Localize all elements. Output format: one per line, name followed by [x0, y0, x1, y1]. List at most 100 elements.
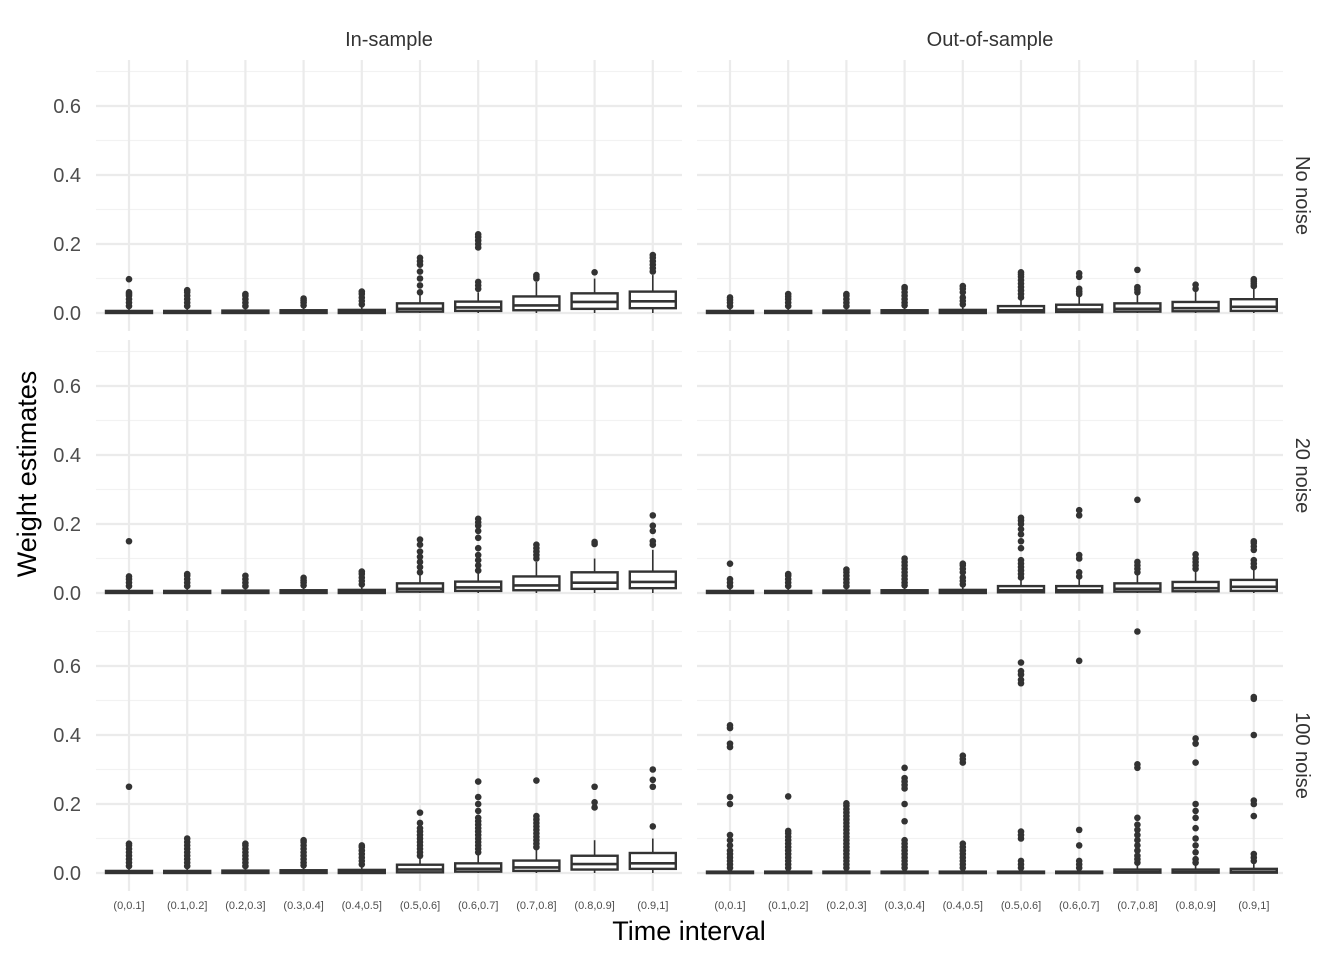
x-tick-label: (0.7,0.8] — [516, 900, 556, 912]
outlier-point — [474, 551, 482, 559]
outlier-point — [416, 548, 424, 555]
outlier-point — [242, 840, 249, 847]
iqr-box — [570, 854, 619, 871]
outlier-point — [474, 527, 482, 535]
box-(0.8,0.9] — [1171, 281, 1220, 313]
outlier-point — [784, 793, 792, 800]
box-(0.5,0.6] — [395, 254, 445, 313]
outlier-point — [726, 831, 734, 839]
box-(0.8,0.9] — [570, 268, 619, 313]
outlier-point — [959, 752, 967, 759]
outlier-point — [649, 251, 657, 259]
outlier-point — [416, 563, 424, 571]
outlier-point — [1250, 275, 1258, 283]
outlier-point — [533, 541, 540, 548]
outlier-point — [1134, 842, 1141, 849]
x-tick-label: (0.6,0.7] — [1059, 900, 1099, 912]
row-facet-label: No noise — [1291, 156, 1313, 235]
box-(0.5,0.6] — [395, 536, 445, 593]
outlier-point — [959, 294, 967, 301]
outlier-point — [726, 740, 734, 747]
x-tick-label: (0.3,0.4] — [283, 900, 323, 912]
iqr-box — [395, 582, 445, 593]
row-facet-label: 20 noise — [1291, 438, 1313, 514]
outlier-point — [474, 544, 482, 552]
box-(0.1,0.2] — [764, 290, 813, 315]
outlier-point — [1250, 797, 1258, 804]
y-tick-label: 0.4 — [53, 445, 81, 467]
box-(0.5,0.6] — [996, 514, 1046, 594]
outlier-point — [1134, 628, 1141, 635]
box-(0.2,0.3] — [822, 566, 871, 595]
box-(0.2,0.3] — [221, 290, 270, 315]
outlier-point — [1192, 800, 1199, 808]
outlier-point — [726, 722, 734, 729]
outlier-point — [358, 568, 366, 575]
outlier-point — [1250, 556, 1258, 564]
y-tick-label: 0.0 — [53, 303, 81, 325]
box-(0.4,0.5] — [337, 288, 386, 315]
outlier-point — [1134, 558, 1141, 566]
x-tick-label: (0.3,0.4] — [884, 900, 924, 912]
outlier-point — [1192, 735, 1199, 742]
panel-2-1 — [705, 628, 1279, 875]
outlier-point — [649, 783, 657, 791]
outlier-point — [474, 556, 482, 564]
x-tick-label: (0.9,1] — [1238, 900, 1269, 912]
outlier-point — [901, 283, 908, 291]
outlier-point — [125, 537, 133, 545]
outlier-point — [959, 560, 967, 567]
outlier-point — [1192, 759, 1199, 766]
x-tick-label: (0.7,0.8] — [1117, 900, 1157, 912]
outlier-point — [649, 527, 657, 535]
panel-1-0 — [104, 512, 677, 595]
y-tick-label: 0.2 — [53, 234, 81, 256]
outlier-point — [183, 286, 191, 294]
outlier-point — [1017, 525, 1025, 533]
outlier-point — [474, 793, 482, 801]
x-tick-label: (0.5,0.6] — [1001, 900, 1041, 912]
panel-1-1 — [705, 496, 1279, 595]
outlier-point — [125, 783, 133, 791]
y-tick-label: 0.0 — [53, 863, 81, 885]
box-(0.7,0.8] — [512, 271, 561, 313]
box-(0.7,0.8] — [512, 541, 561, 593]
column-facet-label: Out-of-sample — [927, 29, 1054, 51]
outlier-point — [1192, 824, 1199, 832]
box-(0.3,0.4] — [279, 295, 328, 315]
box-(0.3,0.4] — [880, 555, 929, 595]
outlier-point — [1134, 852, 1141, 860]
outlier-point — [1075, 657, 1083, 665]
box-(0.6,0.7] — [1054, 270, 1104, 314]
outlier-point — [474, 800, 482, 808]
box-(0.4,0.5] — [337, 842, 386, 875]
outlier-point — [474, 567, 482, 574]
outlier-point — [358, 288, 366, 295]
outlier-point — [1075, 857, 1083, 865]
box-(0.5,0.6] — [395, 809, 445, 874]
outlier-point — [901, 774, 908, 782]
box-(0.6,0.7] — [1054, 506, 1104, 594]
outlier-point — [1017, 531, 1025, 538]
box-(0.9,1] — [1229, 275, 1279, 313]
outlier-point — [591, 538, 598, 546]
outlier-point — [474, 562, 482, 569]
outlier-point — [901, 555, 908, 562]
outlier-point — [416, 268, 424, 275]
outlier-point — [1134, 496, 1141, 504]
iqr-box — [1171, 300, 1220, 313]
outlier-point — [843, 290, 850, 298]
outlier-point — [959, 840, 967, 847]
box-(0,0.1] — [104, 537, 154, 595]
outlier-point — [300, 836, 307, 844]
outlier-point — [416, 558, 424, 566]
box-(0.2,0.3] — [822, 800, 871, 875]
box-(0,0.1] — [705, 294, 755, 315]
iqr-box — [1171, 580, 1220, 593]
iqr-box — [628, 290, 677, 310]
outlier-point — [591, 804, 598, 811]
box-(0,0.1] — [705, 560, 755, 595]
outlier-point — [533, 777, 540, 784]
outlier-point — [1134, 266, 1141, 274]
box-(0.6,0.7] — [454, 515, 503, 593]
